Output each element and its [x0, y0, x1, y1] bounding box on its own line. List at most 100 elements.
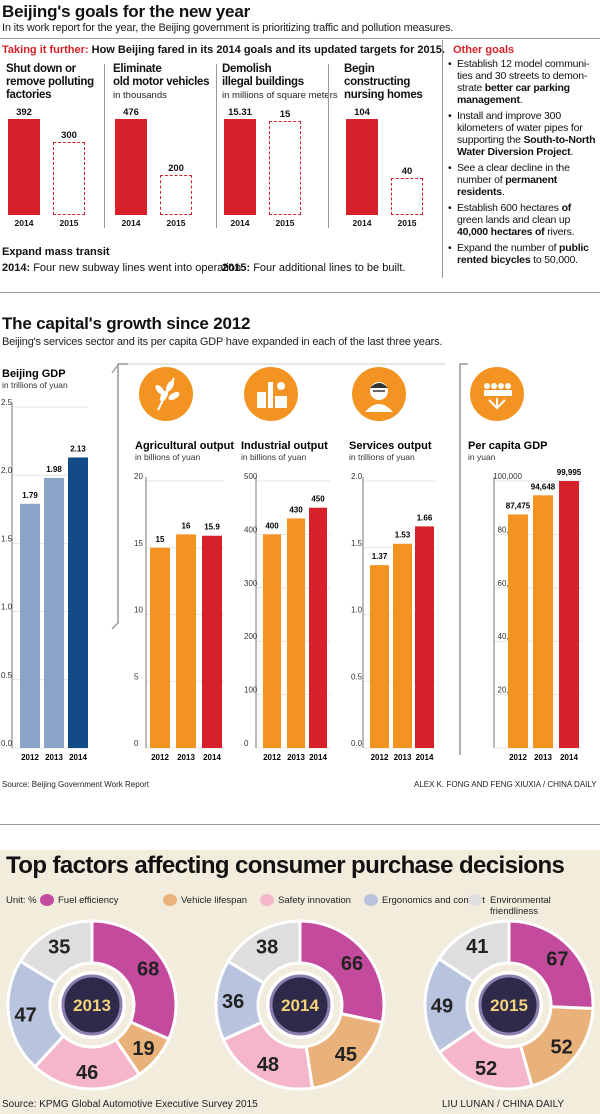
- other-goal-text: Establish 600 hectares: [457, 202, 559, 214]
- tick-label: 5: [134, 672, 139, 681]
- tick-label: 0: [134, 739, 139, 748]
- year-label: 2015: [397, 218, 417, 228]
- goal-unit: in thousands: [113, 90, 167, 101]
- year-label: 2015: [59, 218, 79, 228]
- factory-icon: [244, 367, 298, 421]
- tick-label: 15: [134, 539, 143, 548]
- section3-credit: LIU LUNAN / CHINA DAILY: [442, 1099, 565, 1110]
- bar-value-label: 400: [265, 521, 279, 530]
- agri-title: Agricultural output: [135, 440, 234, 452]
- wheat-icon: [139, 367, 193, 421]
- divider: [0, 38, 600, 39]
- bar-value-label: 1.66: [417, 513, 433, 522]
- section2-source: Source: Beijing Government Work Report: [2, 780, 150, 789]
- slice-value-label: 66: [341, 953, 363, 975]
- x-tick-label: 2014: [309, 753, 327, 762]
- bar: [370, 565, 389, 748]
- bar-value-label: 99,995: [557, 468, 582, 477]
- donut-chart: 66 45 48 36 38 2014: [214, 919, 386, 1091]
- slice-value-label: 52: [475, 1058, 497, 1080]
- bullet-dot: •: [448, 242, 452, 254]
- bar: [20, 503, 40, 748]
- x-tick-label: 2012: [509, 753, 527, 762]
- bar-value-label: 1.79: [22, 491, 38, 500]
- other-goal-text: .: [570, 146, 574, 158]
- bar-value-label: 16: [182, 521, 191, 530]
- other-goal-text: rivers: [547, 226, 572, 238]
- value-2014: 104: [354, 107, 370, 118]
- unit-label: Unit: %: [6, 895, 37, 906]
- bar: [415, 526, 434, 748]
- per-capita-bracket: [459, 363, 468, 755]
- transit-2014-year: 2014:: [2, 262, 31, 274]
- other-goals-list: • Establish 12 model communi- ties and 30…: [448, 58, 598, 270]
- slice-value-label: 49: [431, 995, 453, 1017]
- divider: [0, 824, 600, 825]
- services-title: Services output: [349, 440, 432, 452]
- tick-label: 2.5: [1, 398, 13, 407]
- kicker: Taking it further: How Beijing fared in …: [2, 44, 445, 56]
- bar-groups: 0.0 0.5 1.0 1.5 2.0 2.5 1.79 2012 1.98 2013 2.13 20…: [1, 398, 582, 762]
- other-goal-item: • See a clear decline in the number of pe…: [448, 162, 598, 198]
- bar-value-label: 15.9: [204, 523, 220, 532]
- tick-label: 0: [244, 739, 249, 748]
- tick-label: 100,000: [493, 472, 522, 481]
- bar-2015: [160, 174, 192, 215]
- industrial-title: Industrial output: [241, 440, 328, 452]
- value-2015: 200: [168, 162, 184, 174]
- transit-2015: 2015: Four additional lines to be built.: [222, 262, 405, 274]
- bar: [508, 514, 528, 748]
- bar: [44, 477, 64, 748]
- other-goal-text: better car parking: [484, 82, 570, 94]
- gdp-unit: in trillions of yuan: [2, 380, 68, 390]
- legend-label: Ergonomics and comfort: [382, 895, 485, 906]
- section3-title: Top factors affecting consumer purchase …: [6, 852, 565, 879]
- tick-label: 500: [244, 472, 258, 481]
- transit-2014: 2014: Four new subway lines went into op…: [2, 262, 244, 274]
- year-label: 2015: [166, 218, 186, 228]
- other-goal-text: to 50,000.: [530, 254, 578, 266]
- goal-title-line: Demolish: [222, 63, 272, 75]
- other-goal-text: management: [457, 94, 520, 106]
- donut-slice: [18, 919, 94, 986]
- percapita-unit: in yuan: [468, 452, 496, 462]
- section2-credit: ALEX K. FONG AND FENG XIUXIA / CHINA DAI…: [414, 780, 597, 789]
- other-goal-text: number of: [457, 174, 506, 186]
- tick-label: 1.0: [351, 606, 363, 615]
- bullet-dot: •: [448, 58, 452, 70]
- divider: [104, 64, 105, 228]
- bar-value-label: 94,648: [531, 482, 556, 491]
- bracket-line: [111, 363, 128, 630]
- goal-title-line: Begin: [344, 63, 375, 75]
- bar-2014: [115, 119, 147, 215]
- bar-value-label: 450: [311, 495, 325, 504]
- bullet-dot: •: [448, 110, 452, 122]
- slice-value-label: 48: [257, 1054, 279, 1076]
- other-goal-text: green lands: [457, 214, 510, 226]
- donut-slice: [507, 919, 595, 1011]
- x-tick-label: 2012: [263, 753, 281, 762]
- section1-title: Beijing's goals for the new year: [2, 2, 250, 21]
- slice-value-label: 38: [256, 937, 278, 959]
- other-goal-text: permanent: [505, 174, 558, 186]
- slice-value-label: 19: [132, 1038, 154, 1060]
- other-goal-item: • Expand the number of public rented bicy…: [448, 242, 598, 266]
- other-goals-title: Other goals: [453, 44, 515, 56]
- donut-charts: 68 19 46 47 35 2013 66 45 48 36 38 2014 67 52 52 49 41 20…: [6, 919, 595, 1091]
- tick-label: 200: [244, 632, 258, 641]
- donut-slice: [90, 919, 178, 1041]
- divider: [328, 64, 329, 228]
- transit-2014-text: Four new subway lines went into operatio…: [30, 262, 245, 274]
- other-goal-text: Water Diversion Project: [457, 146, 571, 158]
- tick-label: 0.0: [351, 739, 363, 748]
- other-goal-text: Establish 12 model communi-: [457, 58, 590, 70]
- goal-title-line: nursing homes: [344, 89, 423, 101]
- other-goal-text: 40,000 hectares of: [457, 226, 548, 238]
- donut-year-label: 2015: [490, 996, 528, 1015]
- value-2014: 392: [16, 107, 32, 118]
- bar-2015: [53, 141, 85, 215]
- tick-label: 1.0: [1, 603, 13, 612]
- bar-2015: [391, 178, 423, 215]
- slice-value-label: 36: [222, 991, 244, 1013]
- bar: [68, 457, 88, 748]
